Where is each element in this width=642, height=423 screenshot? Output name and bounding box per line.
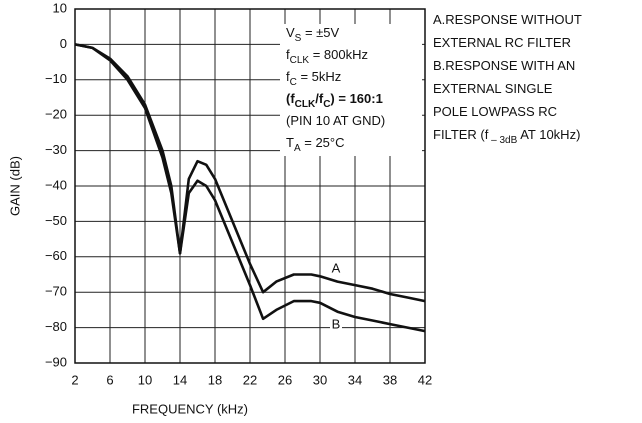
text-segment: ) = 160:1 [330, 91, 382, 106]
condition-line: (fCLK/fC) = 160:1 [286, 91, 383, 109]
text-segment: – 3dB [488, 135, 517, 146]
y-tick-label: −70 [45, 284, 67, 299]
y-tick-label: −50 [45, 213, 67, 228]
text-segment: EXTERNAL RC FILTER [433, 35, 571, 50]
x-tick-label: 42 [418, 372, 432, 387]
y-tick-label: 10 [53, 0, 67, 15]
condition-line: fCLK = 800kHz [286, 47, 368, 65]
text-segment: AT 10kHz) [517, 127, 580, 142]
plot-frame [74, 8, 426, 364]
text-segment: f [286, 47, 290, 62]
text-segment: CLK [290, 55, 310, 66]
series-label-bg [330, 317, 342, 333]
note-line: EXTERNAL SINGLE [433, 81, 553, 96]
note-line: FILTER (f – 3dB AT 10kHz) [433, 127, 580, 145]
x-tick-label: 14 [173, 372, 187, 387]
x-tick-label: 6 [106, 372, 113, 387]
series-label-bg [330, 261, 342, 277]
note-line: EXTERNAL RC FILTER [433, 35, 571, 50]
text-segment: POLE LOWPASS RC [433, 104, 557, 119]
y-tick-label: −90 [45, 354, 67, 369]
y-tick-label: −10 [45, 71, 67, 86]
y-tick-label: 0 [60, 36, 67, 51]
text-segment: /f [315, 91, 324, 106]
x-tick-label: 38 [383, 372, 397, 387]
series-label: A [332, 260, 341, 275]
y-axis-label: GAIN (dB) [7, 156, 22, 216]
text-segment: B.RESPONSE WITH AN [433, 58, 575, 73]
text-segment: A [294, 143, 301, 154]
text-segment: CLK [295, 99, 316, 110]
x-tick-label: 22 [243, 372, 257, 387]
x-axis-label: FREQUENCY (kHz) [132, 401, 248, 416]
y-tick-label: −60 [45, 248, 67, 263]
series-line [74, 43, 426, 333]
series-label: B [332, 316, 341, 331]
x-tick-label: 34 [348, 372, 362, 387]
text-segment: C [323, 99, 330, 110]
text-segment: = 800kHz [309, 47, 368, 62]
y-tick-label: −40 [45, 177, 67, 192]
x-tick-label: 26 [278, 372, 292, 387]
x-tick-label: 10 [138, 372, 152, 387]
text-segment: A.RESPONSE WITHOUT [433, 12, 582, 27]
y-tick-label: −80 [45, 319, 67, 334]
condition-line: (PIN 10 AT GND) [286, 113, 385, 128]
text-segment: = ±5V [301, 25, 339, 40]
x-tick-label: 30 [313, 372, 327, 387]
note-line: A.RESPONSE WITHOUT [433, 12, 582, 27]
x-tick-label: 18 [208, 372, 222, 387]
x-tick-label: 2 [71, 372, 78, 387]
text-segment: FILTER (f [433, 127, 489, 142]
conditions-box [280, 24, 422, 156]
text-segment: S [295, 33, 302, 44]
text-segment: T [286, 135, 294, 150]
condition-line: TA = 25°C [286, 135, 345, 153]
y-tick-label: −30 [45, 142, 67, 157]
text-segment: EXTERNAL SINGLE [433, 81, 553, 96]
text-segment: f [286, 69, 290, 84]
text-segment: V [286, 25, 295, 40]
y-tick-label: −20 [45, 107, 67, 122]
text-segment: (PIN 10 AT GND) [286, 113, 385, 128]
series-line [74, 43, 426, 303]
text-segment: (f [286, 91, 295, 106]
condition-line: fC = 5kHz [286, 69, 341, 87]
note-line: B.RESPONSE WITH AN [433, 58, 575, 73]
condition-line: VS = ±5V [286, 25, 340, 43]
note-line: POLE LOWPASS RC [433, 104, 557, 119]
text-segment: = 5kHz [297, 69, 341, 84]
text-segment: = 25°C [301, 135, 345, 150]
text-segment: C [290, 77, 297, 88]
